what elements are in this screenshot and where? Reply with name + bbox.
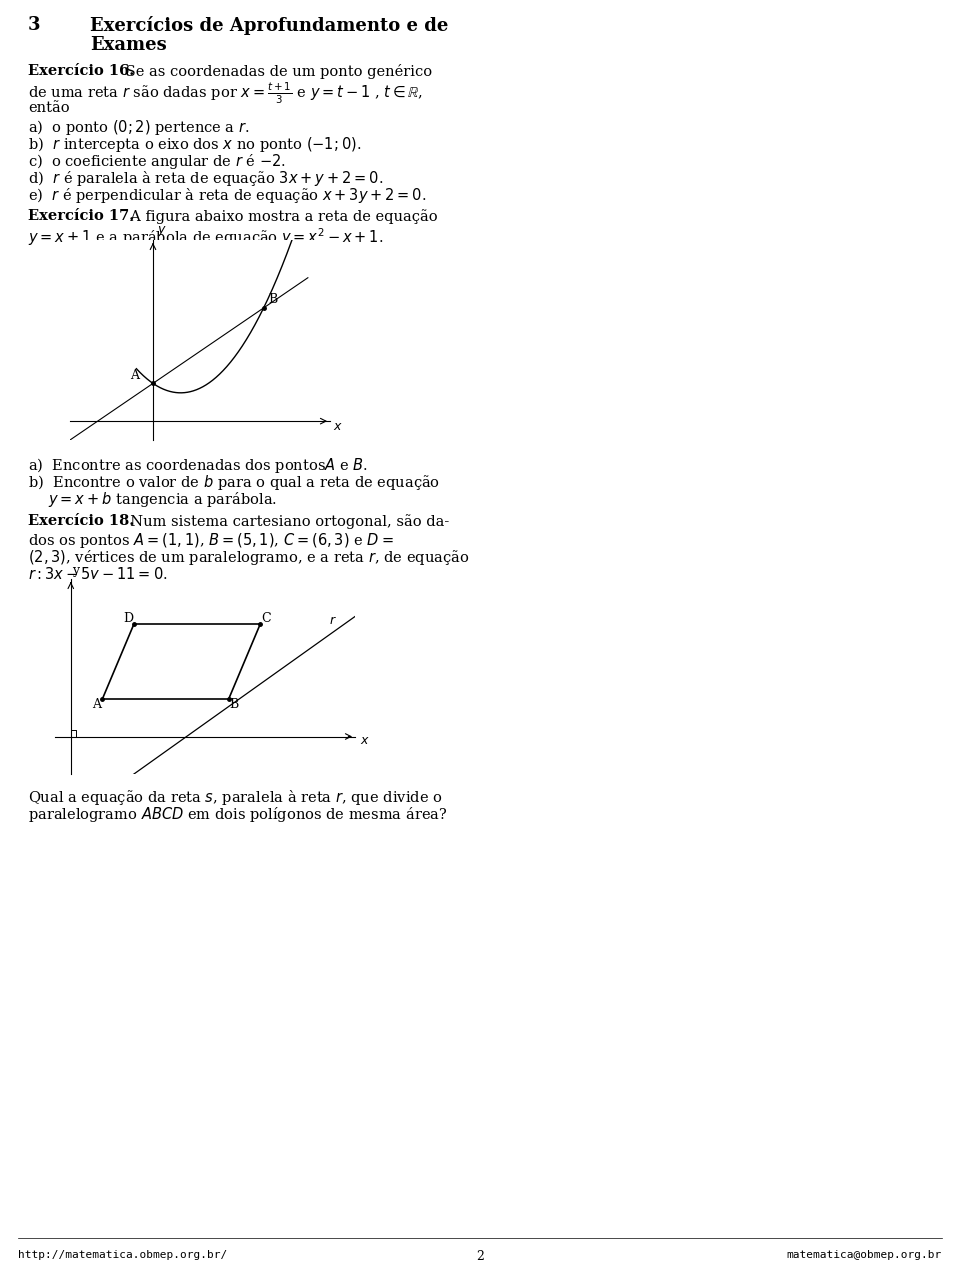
Text: $x$: $x$ [360, 734, 370, 747]
Text: $r$: $r$ [329, 614, 337, 626]
Text: e)  $r$ é perpendicular à reta de equação $x + 3y + 2 = 0$.: e) $r$ é perpendicular à reta de equação… [28, 186, 426, 205]
Text: Exercício 17.: Exercício 17. [28, 209, 134, 223]
Text: b)  Encontre o valor de $b$ para o qual a reta de equação: b) Encontre o valor de $b$ para o qual a… [28, 473, 440, 492]
Text: Exercício 18.: Exercício 18. [28, 514, 134, 527]
Text: paralelogramo $ABCD$ em dois polígonos de mesma área?: paralelogramo $ABCD$ em dois polígonos d… [28, 805, 447, 824]
Text: http://matematica.obmep.org.br/: http://matematica.obmep.org.br/ [18, 1250, 228, 1260]
Text: $x$: $x$ [333, 420, 343, 434]
Text: Se as coordenadas de um ponto genérico: Se as coordenadas de um ponto genérico [121, 63, 432, 79]
Text: de uma reta $r$ são dadas por $x = \frac{t+1}{3}$ e $y = t-1$ , $t \in \mathbb{R: de uma reta $r$ são dadas por $x = \frac… [28, 81, 423, 107]
Text: então: então [28, 101, 70, 115]
Text: b)  $r$ intercepta o eixo dos $x$ no ponto $(-1;0)$.: b) $r$ intercepta o eixo dos $x$ no pont… [28, 134, 361, 153]
Text: a)  o ponto $(0;2)$ pertence a $r$.: a) o ponto $(0;2)$ pertence a $r$. [28, 118, 250, 137]
Text: Qual a equação da reta $s$, paralela à reta $r$, que divide o: Qual a equação da reta $s$, paralela à r… [28, 787, 443, 806]
Text: Num sistema cartesiano ortogonal, são da-: Num sistema cartesiano ortogonal, são da… [121, 514, 449, 529]
Text: a)  Encontre as coordenadas dos pontos$A$ e $B$.: a) Encontre as coordenadas dos pontos$A$… [28, 456, 368, 476]
Text: Exercício 16.: Exercício 16. [28, 63, 134, 79]
Text: matematica@obmep.org.br: matematica@obmep.org.br [787, 1250, 942, 1260]
Text: Exames: Exames [90, 36, 167, 55]
Text: D: D [123, 612, 133, 625]
Text: C: C [261, 612, 271, 625]
Text: dos os pontos $A = (1,1)$, $B = (5,1)$, $C = (6,3)$ e $D =$: dos os pontos $A = (1,1)$, $B = (5,1)$, … [28, 531, 394, 550]
Text: B: B [268, 293, 277, 306]
Text: A figura abaixo mostra a reta de equação: A figura abaixo mostra a reta de equação [121, 209, 438, 224]
Text: $y = x + 1$ e a parábola de equação $y = x^2 - x + 1$.: $y = x + 1$ e a parábola de equação $y =… [28, 226, 383, 247]
Text: d)  $r$ é paralela à reta de equação $3x + y + 2 = 0$.: d) $r$ é paralela à reta de equação $3x … [28, 169, 383, 188]
Text: 2: 2 [476, 1250, 484, 1263]
Text: 3: 3 [28, 16, 40, 34]
Text: A: A [131, 369, 139, 382]
Text: $y = x + b$ tangencia a parábola.: $y = x + b$ tangencia a parábola. [48, 489, 277, 508]
Text: c)  o coeficiente angular de $r$ é $-2$.: c) o coeficiente angular de $r$ é $-2$. [28, 152, 286, 171]
Text: $y$: $y$ [157, 224, 167, 238]
Text: $(2,3)$, vértices de um paralelogramo, e a reta $r$, de equação: $(2,3)$, vértices de um paralelogramo, e… [28, 548, 469, 567]
Text: $r : 3x - 5y - 11 = 0$.: $r : 3x - 5y - 11 = 0$. [28, 566, 168, 585]
Text: B: B [229, 699, 239, 711]
Text: Exercícios de Aprofundamento e de: Exercícios de Aprofundamento e de [90, 16, 448, 36]
Text: A: A [92, 699, 101, 711]
Text: y: y [72, 564, 79, 577]
